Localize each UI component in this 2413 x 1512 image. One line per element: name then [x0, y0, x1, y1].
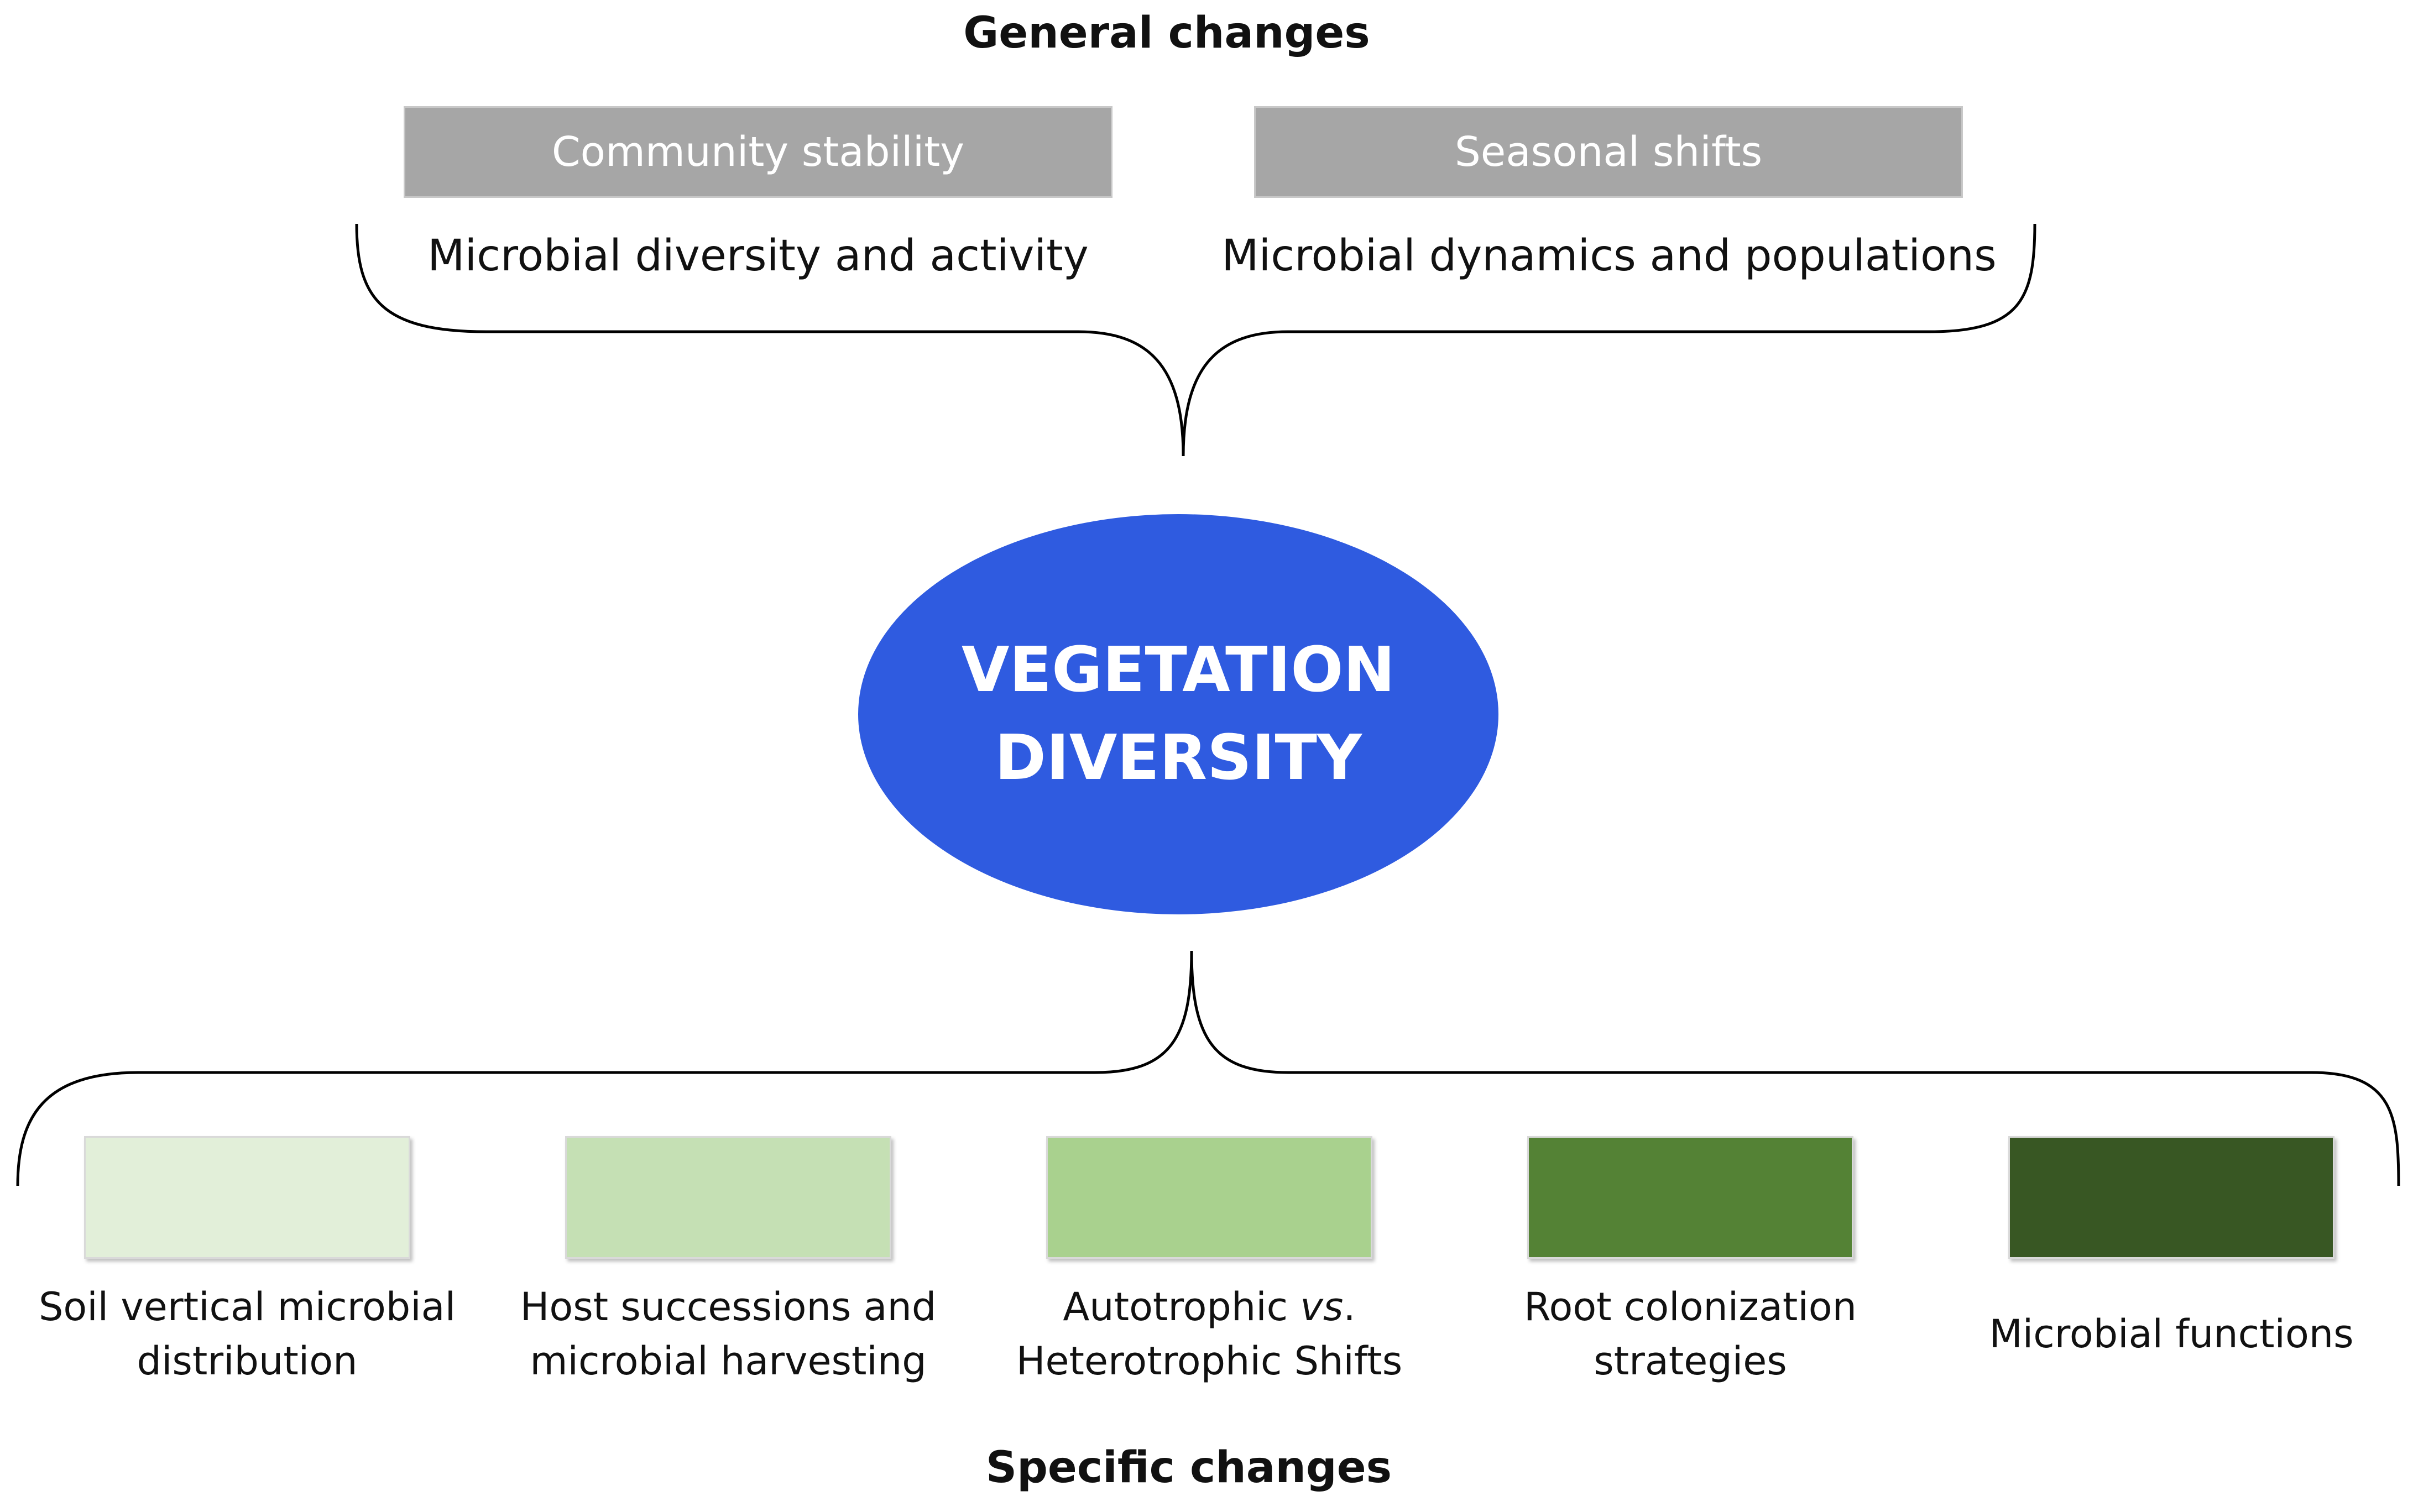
label-line: microbial harvesting [530, 1338, 927, 1384]
swatch-autotrophic [1046, 1136, 1372, 1259]
label-line: strategies [1594, 1338, 1787, 1384]
label-line: Root colonization [1524, 1284, 1857, 1330]
seasonal-shifts-box: Seasonal shifts [1254, 106, 1963, 198]
seasonal-shifts-subtitle: Microbial dynamics and populations [1221, 231, 1997, 281]
community-stability-subtitle: Microbial diversity and activity [427, 231, 1089, 281]
general-changes-heading: General changes [963, 8, 1370, 58]
label-microbial-functions: Microbial functions [1950, 1307, 2393, 1361]
label-line: distribution [137, 1338, 358, 1384]
label-root-colonization: Root colonization strategies [1469, 1280, 1911, 1388]
label-line: Soil vertical microbial [38, 1284, 456, 1330]
label-text: Autotrophic [1063, 1284, 1300, 1330]
top-brace [355, 223, 2036, 457]
center-title-line2: DIVERSITY [995, 722, 1362, 794]
label-host-successions: Host successions and microbial harvestin… [507, 1280, 949, 1388]
vegetation-diversity-ellipse: VEGETATION DIVERSITY [858, 514, 1498, 914]
label-autotrophic: Autotrophic vs. Heterotrophic Shifts [988, 1280, 1430, 1388]
label-soil-vertical: Soil vertical microbial distribution [26, 1280, 468, 1388]
center-title-line1: VEGETATION [961, 634, 1396, 706]
community-stability-box: Community stability [404, 106, 1113, 198]
label-line: Host successions and [520, 1284, 937, 1330]
swatch-host-successions [565, 1136, 891, 1259]
label-text: . [1343, 1284, 1356, 1330]
label-line: Heterotrophic Shifts [1016, 1338, 1403, 1384]
swatch-microbial-functions [2008, 1136, 2334, 1259]
bottom-brace [16, 950, 2400, 1186]
swatch-soil-vertical [84, 1136, 410, 1259]
label-italic-vs: vs [1300, 1284, 1344, 1330]
specific-changes-heading: Specific changes [985, 1443, 1392, 1493]
swatch-root-colonization [1527, 1136, 1853, 1259]
label-line: Autotrophic vs. [988, 1280, 1430, 1334]
label-line: Microbial functions [1989, 1311, 2354, 1357]
